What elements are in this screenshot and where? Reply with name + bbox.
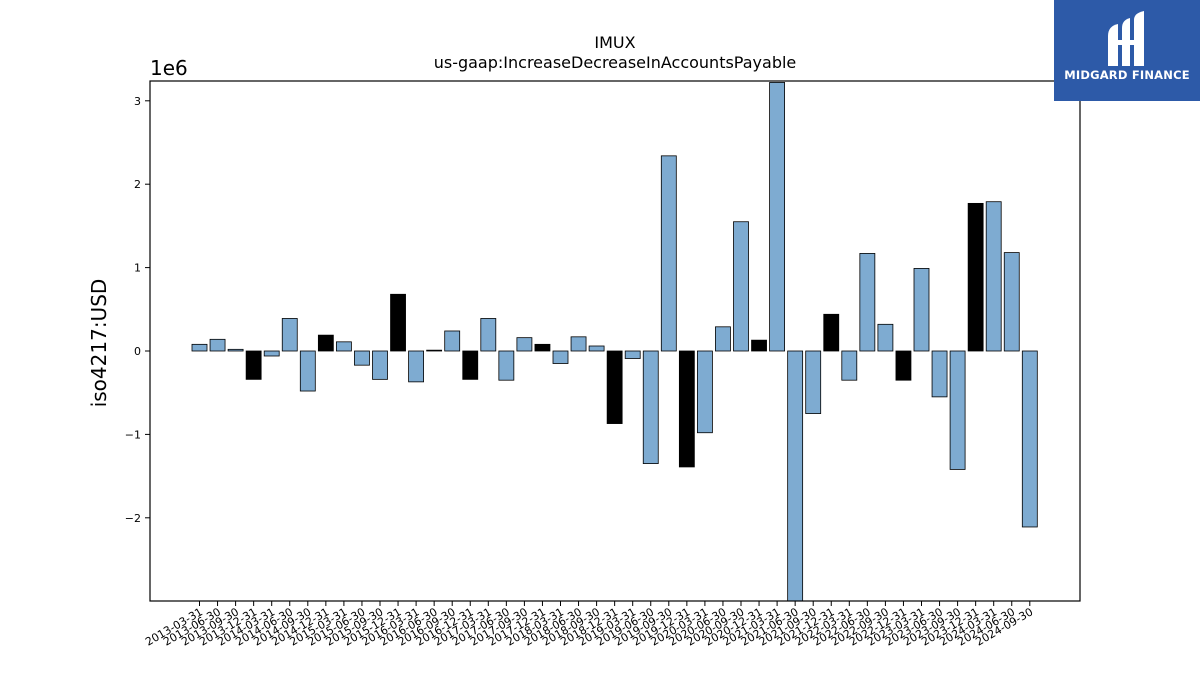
bar-2016-09-30 <box>444 330 461 352</box>
y-tick-label: 2 <box>134 178 141 191</box>
bar-2020-06-30 <box>715 326 731 352</box>
bar-2021-12-31 <box>823 313 840 352</box>
bar-2023-03-31 <box>913 268 930 352</box>
bar-2016-06-30 <box>426 349 443 352</box>
y-tick-label: 0 <box>134 345 141 358</box>
bar-2019-09-30 <box>660 155 677 352</box>
bar-2016-12-31 <box>462 350 479 380</box>
bar-2013-06-30 <box>209 338 226 352</box>
bar-2014-12-31 <box>317 334 334 352</box>
bar-2014-09-30 <box>299 350 316 392</box>
bar-2023-06-30 <box>931 350 948 398</box>
y-axis-scale-label: 1e6 <box>150 56 188 80</box>
chart-subtitle: us-gaap:IncreaseDecreaseInAccountsPayabl… <box>433 53 797 72</box>
bar-2022-03-31 <box>841 350 858 381</box>
bar-2018-09-30 <box>588 345 605 352</box>
bar-2018-06-30 <box>570 336 587 352</box>
bar-2013-03-31 <box>191 343 208 352</box>
bar-2019-06-30 <box>642 350 659 464</box>
chart-title: IMUX <box>594 33 636 52</box>
bar-2016-03-31 <box>408 350 425 383</box>
brand-name: MIDGARD FINANCE <box>1064 68 1190 82</box>
bar-2022-06-30 <box>859 253 876 352</box>
bar-2014-03-31 <box>263 350 280 357</box>
y-axis-label: iso4217:USD <box>87 278 111 408</box>
bar-2015-09-30 <box>372 350 388 380</box>
bar-2019-12-31 <box>678 350 695 468</box>
y-tick-label: −2 <box>125 512 141 525</box>
bar-2022-12-31 <box>895 350 912 381</box>
bar-2014-06-30 <box>281 318 298 352</box>
midgard-logo-icon <box>1108 11 1144 66</box>
x-axis-ticks: 2013-03-312013-06-302013-09-302013-12-31… <box>143 601 1035 649</box>
bar-2015-03-31 <box>335 341 352 352</box>
bar-2017-06-30 <box>498 350 515 381</box>
bar-2020-09-30 <box>733 221 749 352</box>
bar-2015-06-30 <box>354 350 370 366</box>
bar-2021-06-30 <box>787 350 804 602</box>
bar-2019-03-31 <box>624 350 641 359</box>
bar-2017-09-30 <box>516 337 533 352</box>
bar-2024-09-30 <box>1021 350 1038 528</box>
bar-2018-03-31 <box>552 350 569 364</box>
bar-2013-09-30 <box>227 348 244 352</box>
y-tick-label: −1 <box>125 428 141 441</box>
y-tick-label: 1 <box>134 262 141 275</box>
y-axis-ticks: −2 −1 0 1 2 3 <box>125 95 150 525</box>
y-tick-label: 3 <box>134 95 141 108</box>
bar-2017-03-31 <box>480 318 497 352</box>
bar-2021-03-31 <box>769 82 785 352</box>
bar-2015-12-31 <box>390 293 406 352</box>
bar-2023-12-31 <box>967 202 984 352</box>
bar-2017-12-31 <box>534 343 551 352</box>
bar-2020-03-31 <box>697 350 713 434</box>
bars-group <box>191 82 1038 602</box>
bar-2021-09-30 <box>805 350 822 414</box>
bar-2023-09-30 <box>949 350 966 470</box>
bar-2024-03-31 <box>985 201 1002 352</box>
bar-2022-09-30 <box>877 323 894 352</box>
bar-2018-12-31 <box>606 350 623 424</box>
bar-2024-06-30 <box>1003 252 1020 352</box>
bar-2013-12-31 <box>245 350 262 380</box>
bar-2020-12-31 <box>751 339 767 352</box>
